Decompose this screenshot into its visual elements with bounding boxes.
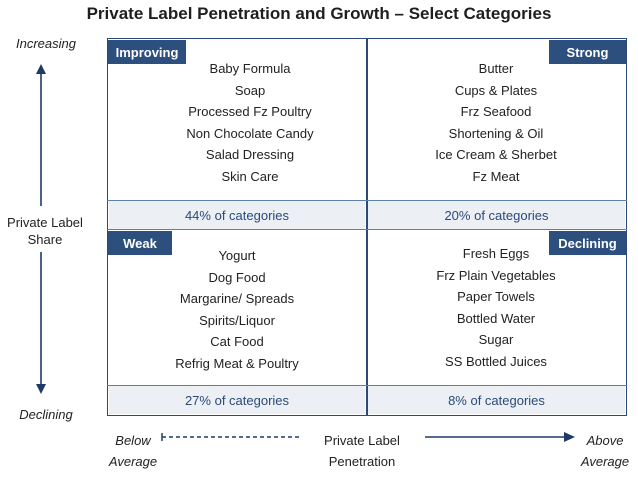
vertical-double-arrow xyxy=(36,64,46,394)
y-axis-top-label: Increasing xyxy=(16,36,76,51)
list-item: Refrig Meat & Poultry xyxy=(175,355,299,371)
x-axis-label: Private Label Penetration xyxy=(302,430,422,472)
list-item: Processed Fz Poultry xyxy=(188,104,312,120)
list-item: Margarine/ Spreads xyxy=(179,291,295,307)
x-axis-left-label: Below Average xyxy=(100,430,166,472)
list-item: Paper Towels xyxy=(457,289,535,305)
list-item: Fresh Eggs xyxy=(462,246,530,261)
divider-weak-band xyxy=(107,385,627,386)
y-axis-label: Private Label Share xyxy=(0,214,90,248)
list-item: Frz Seafood xyxy=(460,104,532,120)
x-axis-right-line1: Above xyxy=(586,433,624,448)
divider-improving-band xyxy=(107,200,627,201)
list-improving: Baby Formula Soap Processed Fz Poultry N… xyxy=(150,58,350,188)
share-band-weak: 27% of categories xyxy=(109,386,365,414)
x-axis-label-line2: Penetration xyxy=(328,454,396,469)
list-weak: Yogurt Dog Food Margarine/ Spreads Spiri… xyxy=(137,245,337,375)
list-item: Cat Food xyxy=(210,334,264,350)
x-axis-right-label: Above Average xyxy=(573,430,637,472)
list-item: Yogurt xyxy=(218,248,256,263)
list-item: SS Bottled Juices xyxy=(445,353,547,369)
quadrant-tag-improving: Improving xyxy=(108,40,186,64)
list-item: Soap xyxy=(234,82,266,98)
quadrant-tag-declining: Declining xyxy=(549,231,626,255)
list-item: Fz Meat xyxy=(472,168,520,184)
list-item: Cups & Plates xyxy=(454,82,538,98)
list-item: Salad Dressing xyxy=(205,147,295,163)
list-item: Sugar xyxy=(478,332,514,348)
list-item: Frz Plain Vegetables xyxy=(436,267,556,283)
list-item: Non Chocolate Candy xyxy=(186,125,314,141)
x-axis-left-line2: Average xyxy=(108,454,158,469)
quadrant-tag-weak: Weak xyxy=(108,231,172,255)
list-item: Dog Food xyxy=(208,269,266,285)
y-axis-bottom-label: Declining xyxy=(19,407,73,422)
list-declining: Fresh Eggs Frz Plain Vegetables Paper To… xyxy=(396,243,596,373)
list-item: Baby Formula xyxy=(209,61,291,76)
list-item: Shortening & Oil xyxy=(448,125,544,141)
list-item: Spirits/Liquor xyxy=(199,312,275,328)
list-item: Ice Cream & Sherbet xyxy=(435,147,557,163)
share-band-improving: 44% of categories xyxy=(109,201,365,229)
divider-middle xyxy=(107,229,627,230)
x-axis-left-line1: Below xyxy=(115,433,151,448)
chart-title: Private Label Penetration and Growth – S… xyxy=(86,4,552,23)
y-axis-label-line2: Share xyxy=(27,232,63,247)
quadrant-tag-strong: Strong xyxy=(549,40,626,64)
list-item: Skin Care xyxy=(221,168,279,184)
horizontal-arrow xyxy=(161,432,575,442)
share-band-strong: 20% of categories xyxy=(368,201,625,229)
list-item: Butter xyxy=(478,61,514,76)
share-band-declining: 8% of categories xyxy=(368,386,625,414)
vertical-divider xyxy=(366,38,368,416)
y-axis-label-line1: Private Label xyxy=(7,215,83,230)
x-axis-right-line2: Average xyxy=(580,454,630,469)
list-strong: Butter Cups & Plates Frz Seafood Shorten… xyxy=(396,58,596,188)
x-axis-label-line1: Private Label xyxy=(324,433,400,448)
list-item: Bottled Water xyxy=(456,310,536,326)
